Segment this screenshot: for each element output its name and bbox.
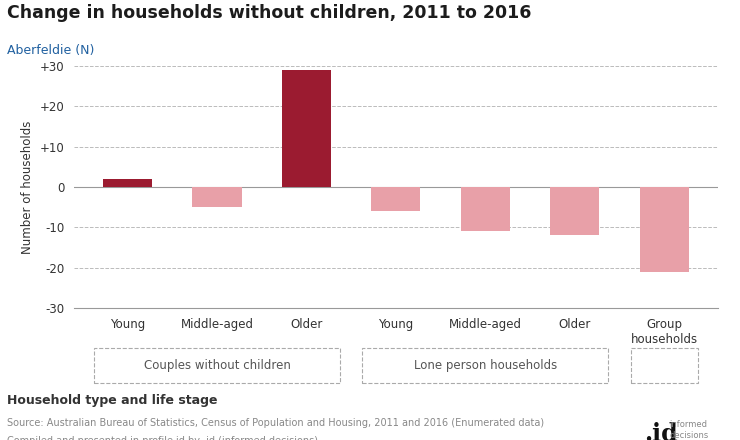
Bar [192,187,242,207]
Bar [461,187,510,231]
Bar [371,187,420,211]
Bar [103,179,152,187]
Text: Household type and life stage: Household type and life stage [7,394,218,407]
Text: Compiled and presented in profile.id by .id (informed decisions).: Compiled and presented in profile.id by … [7,436,321,440]
Y-axis label: Number of households: Number of households [21,120,34,254]
Text: informed
decisions: informed decisions [670,420,709,440]
Text: .id: .id [644,422,677,440]
Text: Source: Australian Bureau of Statistics, Census of Population and Housing, 2011 : Source: Australian Bureau of Statistics,… [7,418,545,428]
Text: Couples without children: Couples without children [144,359,291,372]
Text: Change in households without children, 2011 to 2016: Change in households without children, 2… [7,4,532,22]
Bar [550,187,599,235]
Text: Aberfeldie (N): Aberfeldie (N) [7,44,95,57]
Text: Lone person households: Lone person households [414,359,557,372]
Bar [639,187,689,271]
Bar [282,70,331,187]
